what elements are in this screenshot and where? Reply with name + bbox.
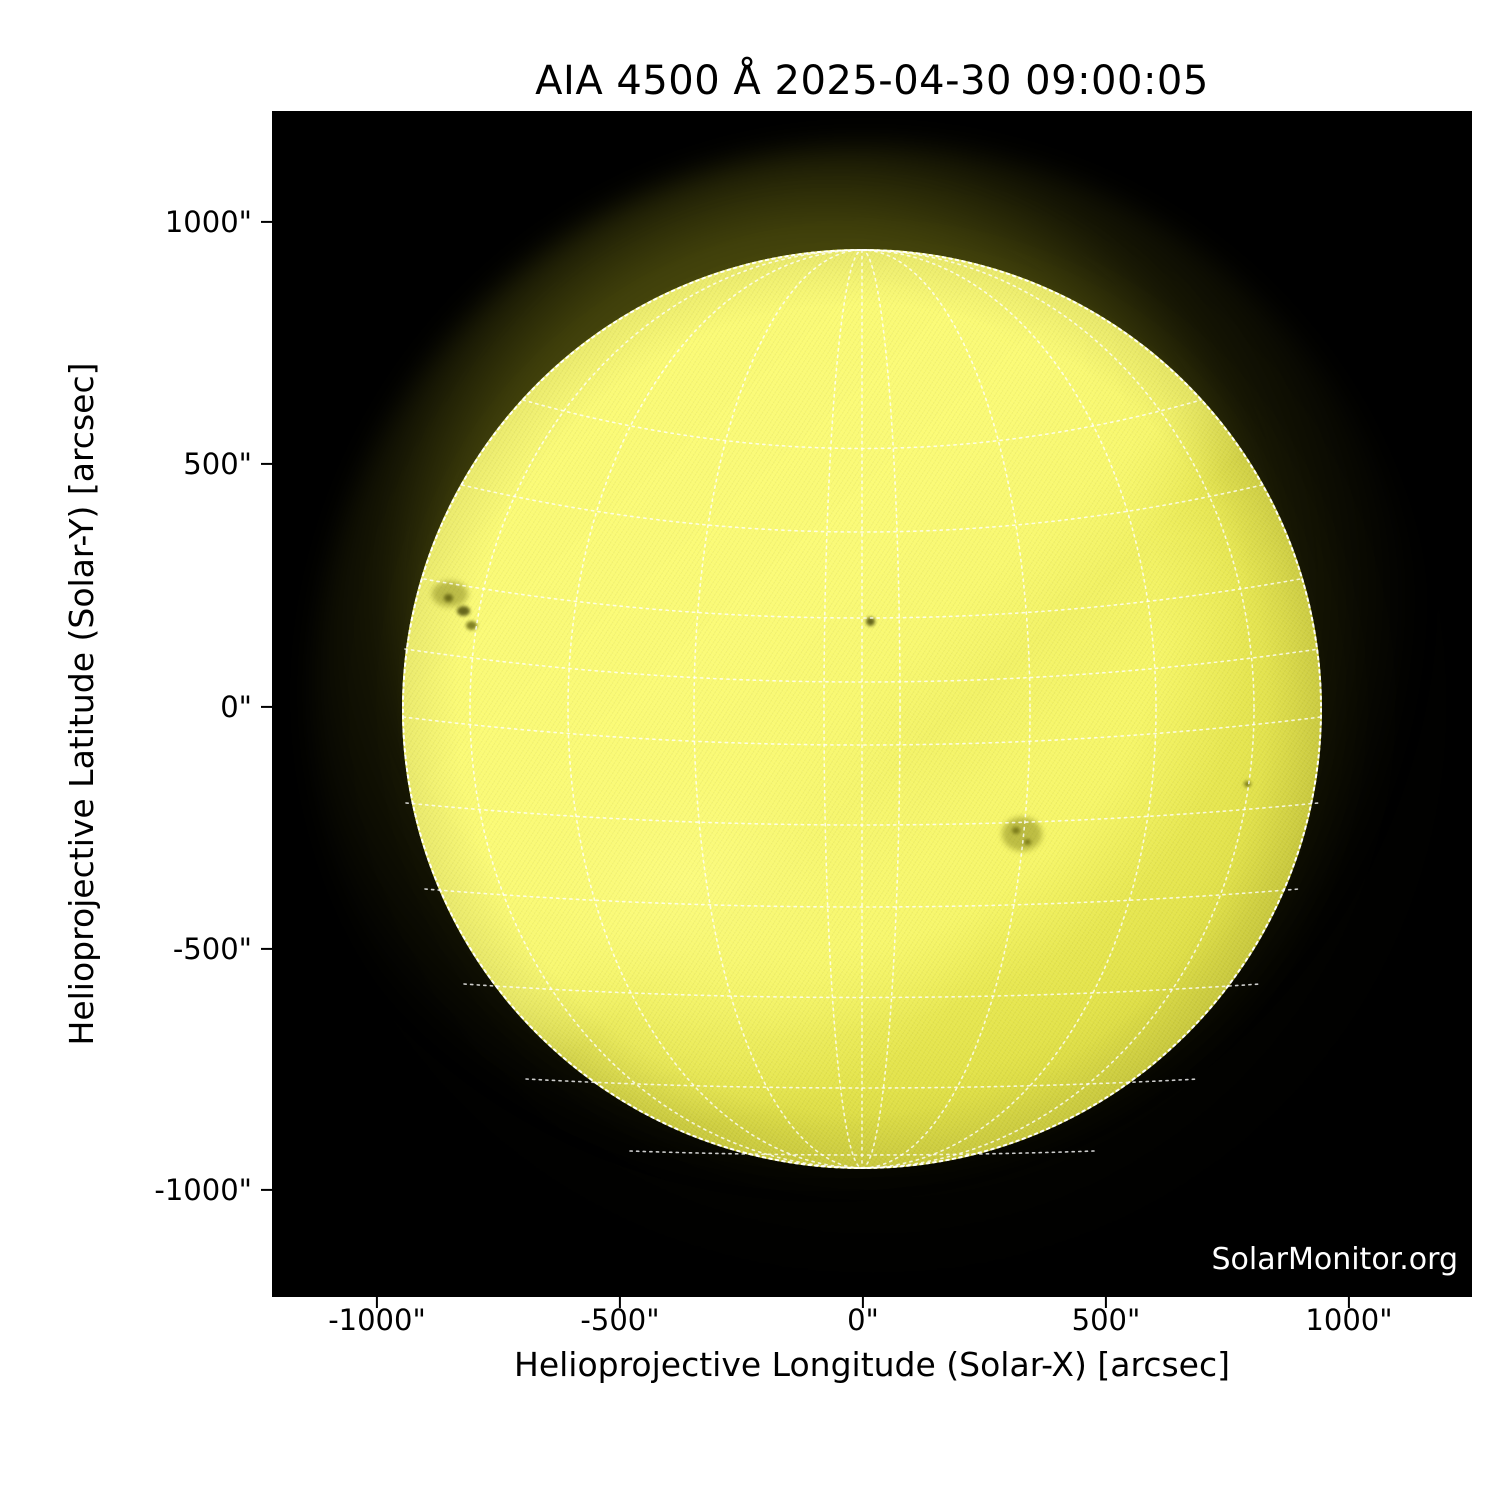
parallel-15s [405,802,1319,826]
parallel-30n [423,578,1301,619]
parallel-45n [461,484,1263,533]
y-tick-label-0: 0" [220,690,252,724]
parallel-45s [463,983,1261,999]
x-tick-mark-minus1000 [375,1297,379,1308]
x-tick-label-1000: 1000" [1305,1303,1393,1337]
sunspot-group-northeast-halo [432,581,468,607]
parallel-75s [629,1150,1095,1156]
x-tick-mark-minus500 [618,1297,622,1308]
page-title: AIA 4500 Å 2025-04-30 09:00:05 [535,58,1209,104]
sunspot-small-center [866,617,875,626]
parallel-0-equator [402,716,1322,746]
x-tick-label-minus1000: -1000" [328,1303,426,1337]
x-tick-label-500: 500" [1071,1303,1141,1337]
sunspot-group-northeast-b [466,621,477,630]
y-tick-label-minus500: -500" [172,932,252,966]
sunspot-group-southwest-b [1024,839,1031,845]
pore-west [1244,781,1251,787]
y-tick-label-500: 500" [183,447,252,481]
sunspot-group-southwest-a [1012,827,1020,834]
x-tick-mark-500 [1104,1297,1108,1308]
y-tick-mark-minus1000 [261,1188,272,1192]
x-tick-label-0: 0" [847,1303,879,1337]
parallel-15n [404,648,1320,683]
parallel-60s [525,1078,1199,1089]
x-tick-label-minus500: -500" [580,1303,660,1337]
y-tick-mark-0 [261,705,272,709]
sunspot-group-northeast-a [444,594,453,602]
parallel-30s [424,888,1300,908]
y-axis-label: Helioprojective Latitude (Solar-Y) [arcs… [62,362,101,1046]
x-tick-mark-0 [861,1297,865,1308]
y-tick-mark-1000 [261,220,272,224]
watermark-solarmonitor: SolarMonitor.org [1211,1242,1458,1277]
heliographic-grid [402,249,1322,1169]
parallel-60n [522,399,1202,450]
y-tick-label-minus1000: -1000" [154,1173,252,1207]
x-tick-mark-1000 [1347,1297,1351,1308]
x-axis-label: Helioprojective Longitude (Solar-X) [arc… [514,1345,1230,1384]
y-tick-mark-500 [261,462,272,466]
solar-image-axes[interactable]: SolarMonitor.org [272,111,1472,1297]
y-tick-mark-minus500 [261,947,272,951]
y-tick-label-1000: 1000" [164,205,252,239]
sunspot-group-northeast-core [457,606,470,616]
